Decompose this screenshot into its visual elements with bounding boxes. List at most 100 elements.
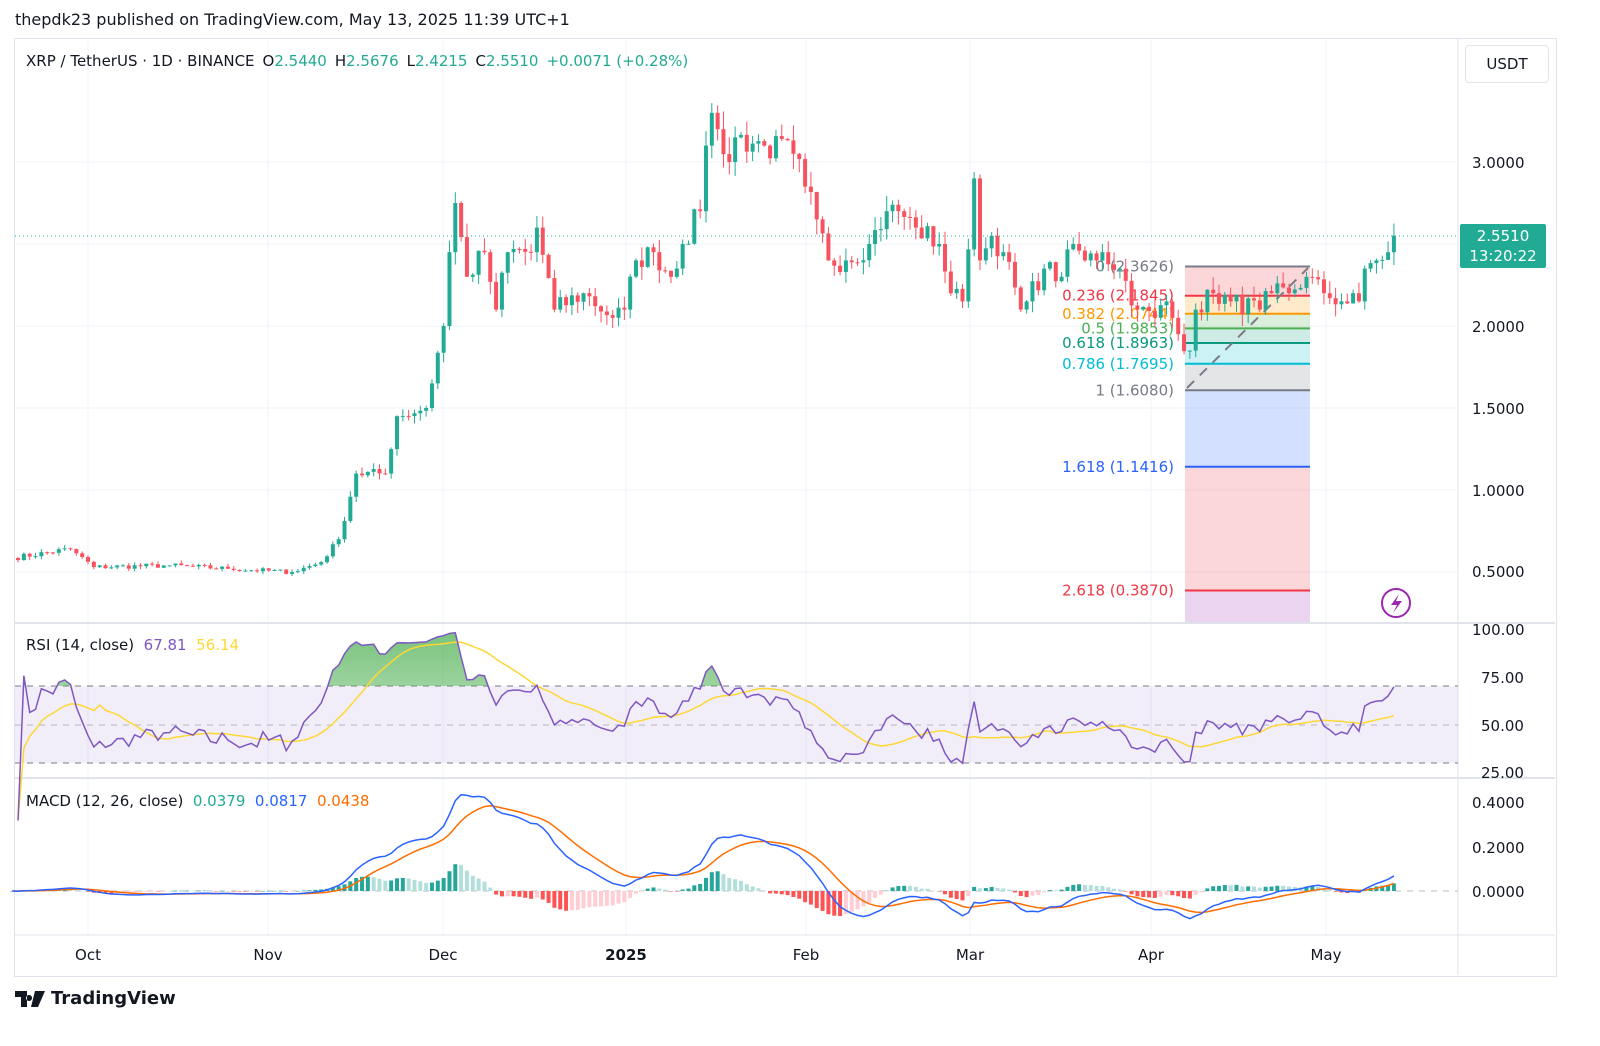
macd-histogram-bar	[1123, 891, 1128, 892]
macd-histogram-bar	[418, 881, 423, 891]
candle-body	[1001, 252, 1006, 257]
candle-body	[1059, 276, 1064, 282]
candle-body	[1252, 298, 1256, 301]
candle-body	[1345, 301, 1350, 304]
candle-body	[1292, 289, 1297, 294]
macd-histogram-bar	[354, 877, 359, 891]
macd-histogram-bar	[499, 891, 504, 897]
candle-body	[429, 383, 434, 408]
macd-histogram-bar	[1386, 884, 1391, 891]
macd-histogram-bar	[703, 877, 708, 891]
candle-body	[1187, 350, 1192, 352]
symbol-legend[interactable]: XRP / TetherUS · 1D · BINANCE O2.5440 H2…	[26, 52, 688, 70]
macd-histogram-bar	[1042, 891, 1047, 893]
macd-histogram-bar	[1339, 891, 1344, 893]
macd-histogram-bar	[1240, 886, 1245, 891]
macd-histogram-bar	[1211, 886, 1216, 891]
grid-lines	[15, 40, 1458, 935]
candle-body	[126, 565, 131, 569]
tradingview-logo[interactable]: TradingView	[15, 988, 176, 1009]
macd-histogram-bar	[1053, 890, 1058, 891]
candle-body	[260, 568, 265, 572]
candle-body	[849, 260, 854, 263]
time-axis[interactable]: Oct Nov Dec 2025 Feb Mar Apr May	[75, 946, 1342, 964]
candle-body	[599, 306, 604, 312]
macd-histogram-bar	[406, 878, 411, 891]
macd-histogram-bar	[1001, 888, 1006, 891]
macd-legend[interactable]: MACD (12, 26, close) 0.0379 0.0817 0.043…	[26, 792, 369, 810]
macd-tick: 0.2000	[1472, 839, 1525, 857]
macd-histogram-bar	[925, 888, 930, 891]
macd-histogram-bar	[1193, 891, 1198, 895]
macd-histogram-bar	[1141, 891, 1146, 898]
candle-body	[167, 565, 172, 567]
candle-body	[604, 311, 609, 316]
candle-body	[86, 556, 90, 562]
macd-histogram-bar	[721, 874, 726, 891]
macd-histogram-bar	[1176, 891, 1181, 897]
macd-histogram-bar	[231, 891, 236, 892]
candle-body	[494, 281, 499, 310]
macd-histogram-bar	[628, 891, 633, 898]
macd-histogram-bar	[330, 887, 335, 891]
macd-histogram-bar	[552, 891, 557, 908]
lightning-icon[interactable]	[1381, 588, 1411, 618]
candle-body	[249, 570, 254, 572]
candle-body	[552, 278, 557, 310]
candle-body	[1047, 262, 1052, 269]
candle-body	[196, 564, 201, 567]
rsi-ma-value: 56.14	[196, 636, 240, 654]
candle-body	[1333, 298, 1338, 305]
candle-body	[808, 186, 813, 192]
candle-body	[348, 496, 353, 521]
macd-histogram-bar	[709, 872, 714, 891]
candle-body	[447, 252, 452, 326]
macd-histogram-bar	[1117, 889, 1122, 891]
macd-histogram-bar	[476, 878, 481, 891]
macd-histogram-bar	[890, 887, 895, 891]
candle-body	[867, 244, 872, 261]
candle-body	[1374, 260, 1379, 264]
candle-body	[931, 226, 936, 247]
candle-body	[132, 565, 137, 569]
macd-hist-value: 0.0379	[192, 792, 246, 810]
candle-body	[873, 230, 878, 244]
rsi-legend[interactable]: RSI (14, close) 67.81 56.14	[26, 636, 239, 654]
chart-frame	[14, 38, 1557, 977]
candle-body	[482, 250, 487, 253]
candle-body	[225, 566, 230, 569]
macd-histogram-bar	[873, 891, 878, 898]
candle-body	[669, 270, 673, 277]
candle-body	[826, 233, 831, 261]
candle-body	[1199, 309, 1204, 313]
macd-histogram-bar	[983, 888, 988, 891]
macd-histogram-bar	[843, 891, 848, 915]
fib-level-label: 0.5 (1.9853)	[1081, 319, 1174, 337]
macd-histogram-bar	[558, 891, 563, 910]
macd-histogram-bar	[534, 891, 539, 898]
price-tick: 0.5000	[1472, 563, 1525, 581]
fib-zone	[1185, 590, 1310, 622]
candle-body	[1298, 287, 1303, 290]
price-axis[interactable]: 3.0000 2.0000 1.5000 1.0000 0.5000 100.0…	[1472, 154, 1525, 901]
candle-body	[1042, 268, 1047, 291]
macd-histogram-bar	[1007, 889, 1012, 891]
candle-body	[1065, 249, 1070, 277]
candle-body	[908, 216, 913, 218]
currency-button[interactable]: USDT	[1465, 45, 1549, 83]
macd-histogram-bar	[144, 891, 149, 892]
fib-retracement[interactable]: 0 (2.3626)0.236 (2.1845)0.382 (2.0744)0.…	[1062, 258, 1310, 622]
candle-body	[284, 569, 289, 574]
macd-histogram-bar	[529, 891, 534, 899]
candle-body	[418, 410, 423, 414]
candle-body	[319, 562, 324, 565]
macd-histogram-bar	[447, 871, 452, 891]
candle-body	[972, 178, 977, 250]
candle-body	[1380, 259, 1385, 261]
macd-histogram-bar	[1269, 886, 1274, 891]
candle-body	[814, 191, 819, 220]
candle-body	[1386, 252, 1391, 260]
macd-histogram-bar	[587, 891, 592, 908]
candle-body	[91, 561, 96, 568]
